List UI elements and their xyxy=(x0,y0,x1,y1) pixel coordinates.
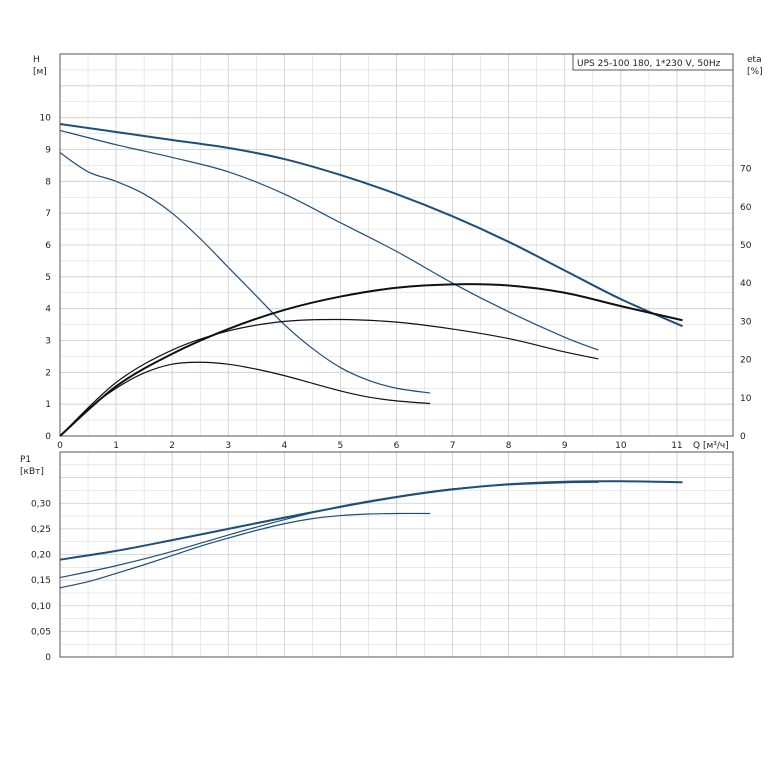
x-tick-label: 10 xyxy=(615,441,627,451)
x-tick-label: 11 xyxy=(671,441,682,451)
y-power-tick-label: 0,15 xyxy=(31,576,51,586)
bottom-series-lines xyxy=(59,480,683,589)
y-right-tick-label: 20 xyxy=(740,356,752,366)
y-left-tick-label: 6 xyxy=(45,241,51,251)
bottom-axis-name: P1 xyxy=(20,455,31,465)
efficiency-curve-speed-1 xyxy=(59,361,431,437)
power-curve-speed-3 xyxy=(59,480,683,561)
y-power-tick-label: 0 xyxy=(45,653,51,663)
bottom-axis-unit: [кВт] xyxy=(20,467,44,477)
right-axis-name: eta xyxy=(747,55,762,65)
bottom-plot-frame xyxy=(59,451,734,658)
x-tick-label: 1 xyxy=(113,441,119,451)
y-right-tick-label: 60 xyxy=(740,203,752,213)
x-tick-label: 6 xyxy=(394,441,400,451)
x-tick-label: 2 xyxy=(169,441,175,451)
y-power-tick-label: 0,20 xyxy=(31,551,51,561)
y-right-tick-label: 10 xyxy=(740,394,752,404)
y-left-tick-label: 2 xyxy=(45,368,51,378)
efficiency-curve-speed-3 xyxy=(59,283,683,437)
x-tick-label: 0 xyxy=(57,441,63,451)
right-axis-unit: [%] xyxy=(747,67,763,77)
y-power-tick-label: 0,10 xyxy=(31,602,51,612)
y-right-tick-label: 40 xyxy=(740,279,752,289)
y-left-tick-label: 0 xyxy=(45,432,51,442)
x-axis-label: Q [м³/ч] xyxy=(693,441,729,451)
bottom-grid xyxy=(60,452,733,657)
y-left-tick-label: 10 xyxy=(40,114,52,124)
y-left-tick-label: 5 xyxy=(45,273,51,283)
y-right-tick-label: 50 xyxy=(740,241,752,251)
top-series-lines xyxy=(59,123,683,437)
y-power-tick-label: 0,05 xyxy=(31,627,51,637)
y-left-tick-label: 8 xyxy=(45,177,51,187)
top-plot-frame xyxy=(59,53,734,437)
x-tick-label: 4 xyxy=(281,441,287,451)
y-right-tick-label: 0 xyxy=(740,432,746,442)
x-tick-label: 3 xyxy=(225,441,231,451)
y-right-tick-label: 30 xyxy=(740,317,752,327)
top-grid xyxy=(60,54,733,436)
y-left-tick-label: 4 xyxy=(45,305,51,315)
legend-box xyxy=(572,53,734,71)
y-left-tick-label: 9 xyxy=(45,146,51,156)
x-tick-label: 8 xyxy=(506,441,512,451)
power-curve-speed-2 xyxy=(59,481,599,579)
y-power-tick-label: 0,30 xyxy=(31,499,51,509)
head-curve-speed-3 xyxy=(59,123,683,328)
x-tick-label: 9 xyxy=(562,441,568,451)
x-tick-label: 7 xyxy=(450,441,456,451)
legend-label: UPS 25-100 180, 1*230 V, 50Hz xyxy=(577,59,721,69)
left-axis-unit: [м] xyxy=(33,67,47,77)
y-power-tick-label: 0,25 xyxy=(31,525,51,535)
y-left-tick-label: 3 xyxy=(45,337,51,347)
x-tick-label: 5 xyxy=(338,441,344,451)
left-axis-name: H xyxy=(33,55,40,65)
bottom-tick-labels: 0 0,05 0,10 0,15 0,20 0,25 0,30 xyxy=(31,499,51,663)
efficiency-curve-speed-2 xyxy=(59,318,599,437)
y-right-tick-label: 70 xyxy=(740,165,752,175)
y-left-tick-label: 7 xyxy=(45,209,51,219)
y-left-tick-label: 1 xyxy=(45,400,51,410)
head-curve-speed-2 xyxy=(59,129,599,351)
power-curve-speed-1 xyxy=(59,512,431,589)
top-tick-labels: 0 1 2 3 4 5 6 7 8 9 10 11 0 1 2 3 4 5 6 7 8 9 10 0 10 20 30 40 50 60 7… xyxy=(40,114,752,451)
head-curve-speed-1 xyxy=(59,152,431,394)
